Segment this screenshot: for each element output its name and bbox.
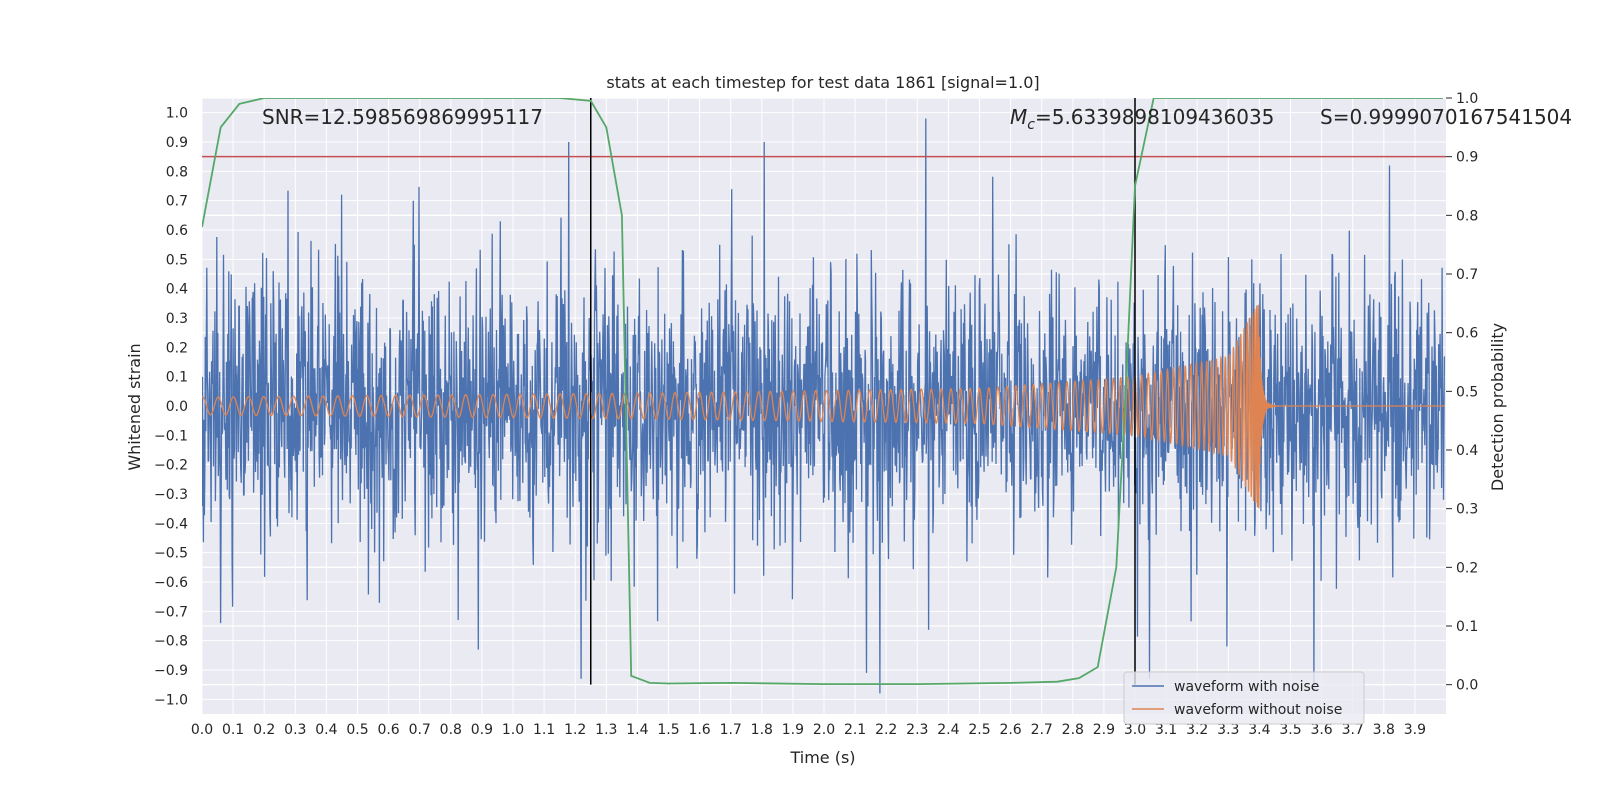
x-tick-label: 0.1 xyxy=(222,722,244,738)
x-tick-label: 3.1 xyxy=(1155,722,1177,738)
y2-tick-label: 0.5 xyxy=(1456,384,1478,400)
y-tick-label: 0.9 xyxy=(166,135,188,151)
x-tick-label: 2.0 xyxy=(813,722,835,738)
x-tick-label: 3.2 xyxy=(1186,722,1208,738)
y-tick-label: 0.0 xyxy=(166,399,188,415)
legend-box xyxy=(1123,671,1365,725)
mc-annotation: Mc=5.6339898109436035 xyxy=(1010,105,1274,133)
legend-label-noise: waveform with noise xyxy=(1174,679,1319,695)
plot-area xyxy=(202,98,1446,694)
x-axis-label: Time (s) xyxy=(789,748,855,767)
x-tick-label: 1.6 xyxy=(688,722,710,738)
x-tick-label: 0.0 xyxy=(191,722,213,738)
chart-title: stats at each timestep for test data 186… xyxy=(606,73,1039,92)
y-tick-label: −0.9 xyxy=(154,663,188,679)
y-tick-labels: 1.0 0.9 0.8 0.7 0.6 0.5 0.4 0.3 0.2 0.1 0.0 −0.1 −0.… xyxy=(154,106,188,709)
y-tick-label: 0.4 xyxy=(166,282,188,298)
y2-tick-label: 0.4 xyxy=(1456,443,1478,459)
s-annotation: S=0.9999070167541504 xyxy=(1320,105,1572,129)
x-tick-label: 1.5 xyxy=(657,722,679,738)
x-tick-label: 2.8 xyxy=(1062,722,1084,738)
y-tick-label: −0.6 xyxy=(154,575,188,591)
series-waveform-without-noise xyxy=(202,304,1445,509)
y-axis-label: Whitened strain xyxy=(125,343,144,470)
y-tick-label: 1.0 xyxy=(166,106,188,122)
y-tick-label: −0.2 xyxy=(154,458,188,474)
x-tick-label: 1.9 xyxy=(782,722,804,738)
x-tick-label: 2.7 xyxy=(1031,722,1053,738)
y2-tick-label: 0.0 xyxy=(1456,678,1478,694)
x-tick-label: 2.5 xyxy=(968,722,990,738)
probability-line xyxy=(202,98,1443,685)
y-tick-label: 0.3 xyxy=(166,311,188,327)
x-tick-label: 3.5 xyxy=(1279,722,1301,738)
x-tick-label: 3.8 xyxy=(1373,722,1395,738)
y-tick-label: 0.1 xyxy=(166,370,188,386)
y2-tick-label: 0.8 xyxy=(1456,208,1478,224)
y2-tick-label: 0.9 xyxy=(1456,150,1478,166)
y-tick-label: 0.2 xyxy=(166,340,188,356)
x-tick-label: 1.0 xyxy=(502,722,524,738)
x-tick-label: 0.7 xyxy=(409,722,431,738)
x-tick-label: 1.3 xyxy=(595,722,617,738)
chirp-line xyxy=(202,304,1445,509)
x-tick-label: 0.9 xyxy=(471,722,493,738)
x-tick-label: 3.3 xyxy=(1217,722,1239,738)
x-tick-label: 1.1 xyxy=(533,722,555,738)
x-tick-label: 3.4 xyxy=(1248,722,1270,738)
y-tick-label: 0.8 xyxy=(166,164,188,180)
x-tick-label: 1.4 xyxy=(626,722,648,738)
y-tick-label: −0.1 xyxy=(154,428,188,444)
x-tick-label: 2.6 xyxy=(999,722,1021,738)
legend: waveform with noise waveform without noi… xyxy=(1123,671,1365,725)
x-tick-label: 0.4 xyxy=(315,722,337,738)
y2-tick-label: 0.6 xyxy=(1456,326,1478,342)
y2-tick-label: 0.2 xyxy=(1456,560,1478,576)
y2-axis-label: Detection probability xyxy=(1488,323,1507,491)
legend-label-chirp: waveform without noise xyxy=(1174,702,1342,718)
y-tick-label: 0.6 xyxy=(166,223,188,239)
snr-annotation: SNR=12.598569869995117 xyxy=(262,105,543,129)
y-tick-label: −0.5 xyxy=(154,546,188,562)
x-tick-label: 1.7 xyxy=(720,722,742,738)
y-tick-label: 0.5 xyxy=(166,252,188,268)
y2-tick-label: 0.3 xyxy=(1456,502,1478,518)
x-tick-label: 3.0 xyxy=(1124,722,1146,738)
y-tick-label: −1.0 xyxy=(154,692,188,708)
x-tick-label: 0.8 xyxy=(440,722,462,738)
x-tick-label: 2.2 xyxy=(875,722,897,738)
mc-symbol: M xyxy=(1010,105,1027,129)
y2-tick-label: 0.7 xyxy=(1456,267,1478,283)
x-tick-label: 3.7 xyxy=(1342,722,1364,738)
x-tick-label: 2.4 xyxy=(937,722,959,738)
x-tick-label: 3.6 xyxy=(1310,722,1332,738)
x-tick-labels: 0.0 0.1 0.2 0.3 0.4 0.5 0.6 0.7 0.8 0.9 1.0 1.1 1.2 1… xyxy=(191,722,1426,738)
x-tick-label: 0.2 xyxy=(253,722,275,738)
y2-tick-label: 1.0 xyxy=(1456,91,1478,107)
series-detection-probability xyxy=(202,98,1443,685)
y-tick-label: −0.4 xyxy=(154,516,188,532)
x-tick-label: 1.8 xyxy=(751,722,773,738)
mc-value: =5.6339898109436035 xyxy=(1035,105,1274,129)
x-tick-label: 2.9 xyxy=(1093,722,1115,738)
y-tick-label: 0.7 xyxy=(166,194,188,210)
x-tick-label: 2.1 xyxy=(844,722,866,738)
y-tick-label: −0.3 xyxy=(154,487,188,503)
y2-tick-label: 0.1 xyxy=(1456,619,1478,635)
x-tick-label: 0.3 xyxy=(284,722,306,738)
x-tick-label: 0.6 xyxy=(377,722,399,738)
x-tick-label: 2.3 xyxy=(906,722,928,738)
y-tick-label: −0.7 xyxy=(154,604,188,620)
y-tick-label: −0.8 xyxy=(154,634,188,650)
x-tick-label: 1.2 xyxy=(564,722,586,738)
x-tick-label: 0.5 xyxy=(346,722,368,738)
mc-subscript: c xyxy=(1027,117,1035,133)
x-tick-label: 3.9 xyxy=(1404,722,1426,738)
y2-tick-labels: 1.0 0.9 0.8 0.7 0.6 0.5 0.4 0.3 0.2 0.1 0.0 xyxy=(1446,91,1478,694)
